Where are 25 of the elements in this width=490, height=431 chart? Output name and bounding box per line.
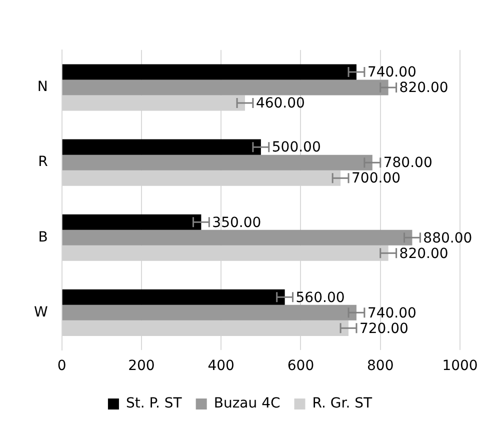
data-label: 500.00	[272, 140, 321, 156]
legend-label: Buzau 4C	[214, 396, 280, 412]
y-tick-label: R	[38, 154, 48, 170]
legend-label: St. P. ST	[126, 396, 182, 412]
x-tick-label: 400	[208, 358, 234, 374]
data-label: 740.00	[367, 305, 416, 322]
x-tick-label: 1000	[442, 358, 478, 374]
y-tick-label: B	[38, 229, 48, 246]
x-tick-label: 600	[287, 358, 314, 374]
data-label: 880.00	[423, 230, 472, 246]
legend-label: R. Gr. ST	[312, 396, 372, 412]
data-label: 720.00	[359, 320, 408, 337]
data-label: 780.00	[383, 155, 432, 172]
data-label: 350.00	[212, 214, 262, 231]
data-label: 460.00	[256, 96, 305, 112]
x-tick-label: 200	[128, 358, 155, 374]
data-label: 740.00	[367, 64, 416, 81]
y-tick-label: N	[37, 79, 48, 96]
x-tick-label: 0	[57, 358, 66, 374]
y-tick-label: W	[34, 304, 48, 320]
data-label: 820.00	[399, 246, 448, 262]
data-label: 700.00	[352, 170, 401, 187]
data-label: 820.00	[399, 80, 448, 96]
data-label: 560.00	[296, 290, 345, 306]
x-tick-label: 800	[367, 358, 394, 374]
